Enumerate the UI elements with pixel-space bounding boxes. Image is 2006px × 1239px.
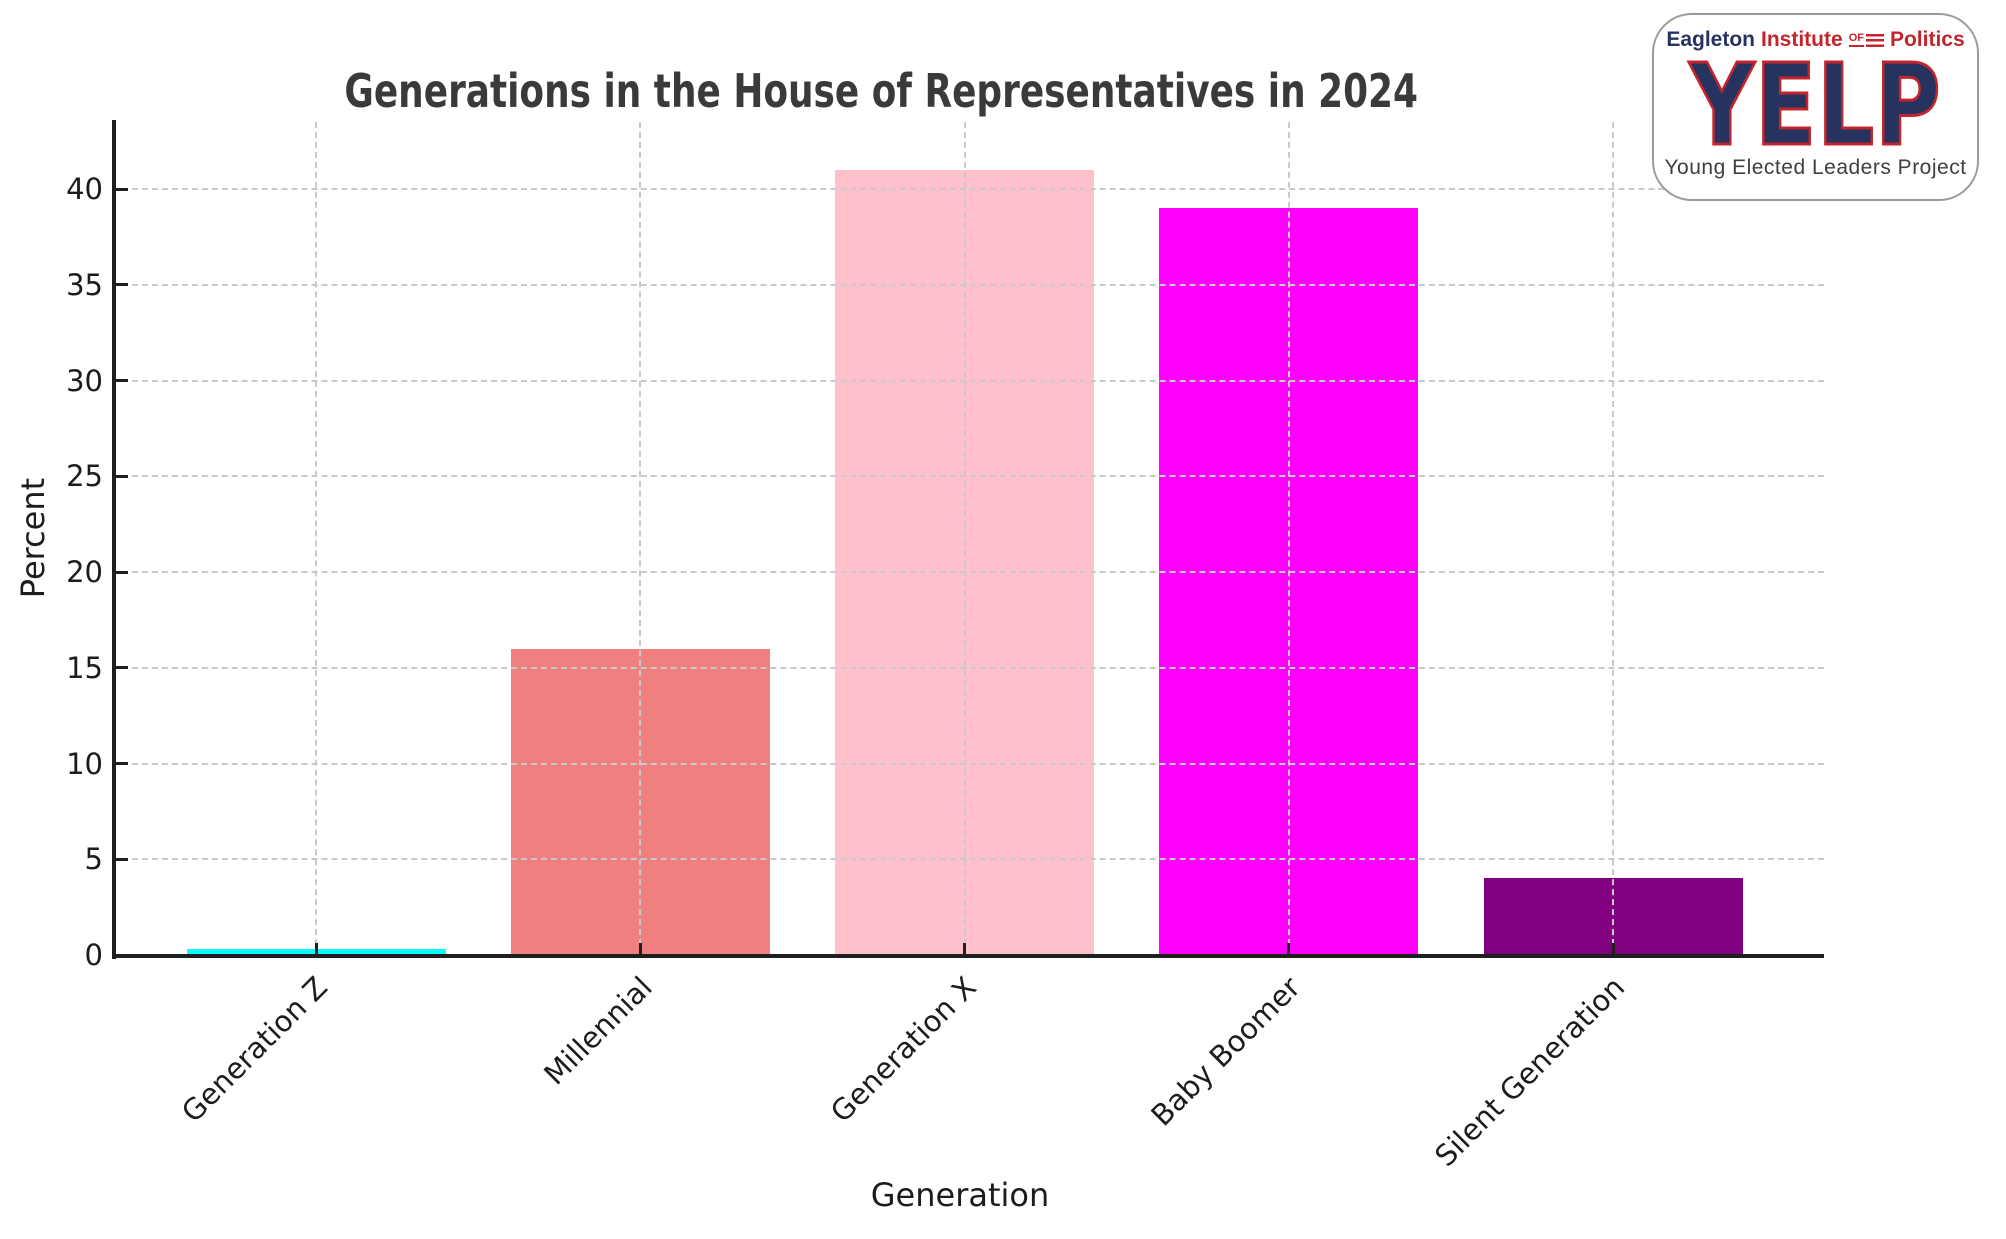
flag-stripes-icon <box>1865 33 1884 47</box>
logo-of-mark: OF <box>1848 33 1884 47</box>
x-tick <box>314 943 318 957</box>
y-axis-line <box>112 120 116 959</box>
y-tick-label: 35 <box>66 267 103 302</box>
y-tick <box>115 857 128 861</box>
x-gridline <box>1612 122 1614 955</box>
y-tick-label: 30 <box>66 363 103 398</box>
logo-tagline: Young Elected Leaders Project <box>1664 156 1967 179</box>
logo-institute-text: Institute <box>1761 28 1843 51</box>
y-tick <box>115 187 128 191</box>
x-gridline <box>315 122 317 955</box>
y-tick-label: 20 <box>66 555 103 589</box>
logo-institute-line: Eagleton Institute OF Politics <box>1654 28 1977 52</box>
y-gridline <box>112 666 1824 669</box>
y-gridline <box>112 762 1824 765</box>
x-tick <box>1611 943 1615 957</box>
y-tick <box>115 953 128 957</box>
x-tick <box>963 943 966 957</box>
y-gridline <box>112 188 1824 191</box>
y-tick <box>115 570 128 574</box>
y-gridline <box>112 283 1824 286</box>
x-tick <box>638 943 642 957</box>
y-tick <box>115 762 128 765</box>
x-axis-line <box>112 954 1824 958</box>
chart-title: Generations in the House of Representati… <box>344 64 1418 118</box>
x-tick-label-baby-boomer: Baby Boomer <box>1144 970 1307 1133</box>
x-tick-label-silent-generation: Silent Generation <box>1428 970 1632 1174</box>
y-tick-label: 10 <box>66 746 103 781</box>
logo-politics-text: Politics <box>1889 28 1965 51</box>
y-tick <box>115 379 128 383</box>
y-tick-label: 5 <box>84 842 103 877</box>
y-tick-label: 25 <box>66 459 103 494</box>
x-tick-label-millennial: Millennial <box>536 970 659 1092</box>
y-gridline <box>112 858 1824 861</box>
y-gridline <box>112 475 1824 478</box>
y-tick-label: 15 <box>66 650 103 685</box>
y-tick <box>115 283 128 287</box>
logo-eagleton-text: Eagleton <box>1666 28 1756 51</box>
yelp-logo: Eagleton Institute OF Politics YELP Youn… <box>1652 13 1979 201</box>
logo-of-text: OF <box>1848 33 1864 47</box>
y-gridline <box>112 571 1824 573</box>
y-tick-label: 0 <box>84 938 103 972</box>
x-tick-label-generation-z: Generation Z <box>175 970 335 1130</box>
y-gridline <box>112 379 1824 382</box>
y-tick <box>115 666 128 670</box>
x-tick <box>1287 943 1291 957</box>
y-tick <box>115 474 128 478</box>
y-tick-label: 40 <box>66 172 103 207</box>
x-tick-label-generation-x: Generation X <box>823 970 983 1130</box>
x-gridline <box>1287 122 1290 955</box>
logo-acronym: YELP <box>1688 41 1942 171</box>
x-gridline <box>639 122 642 955</box>
x-gridline <box>963 122 966 955</box>
x-axis-label: Generation <box>870 1176 1050 1214</box>
